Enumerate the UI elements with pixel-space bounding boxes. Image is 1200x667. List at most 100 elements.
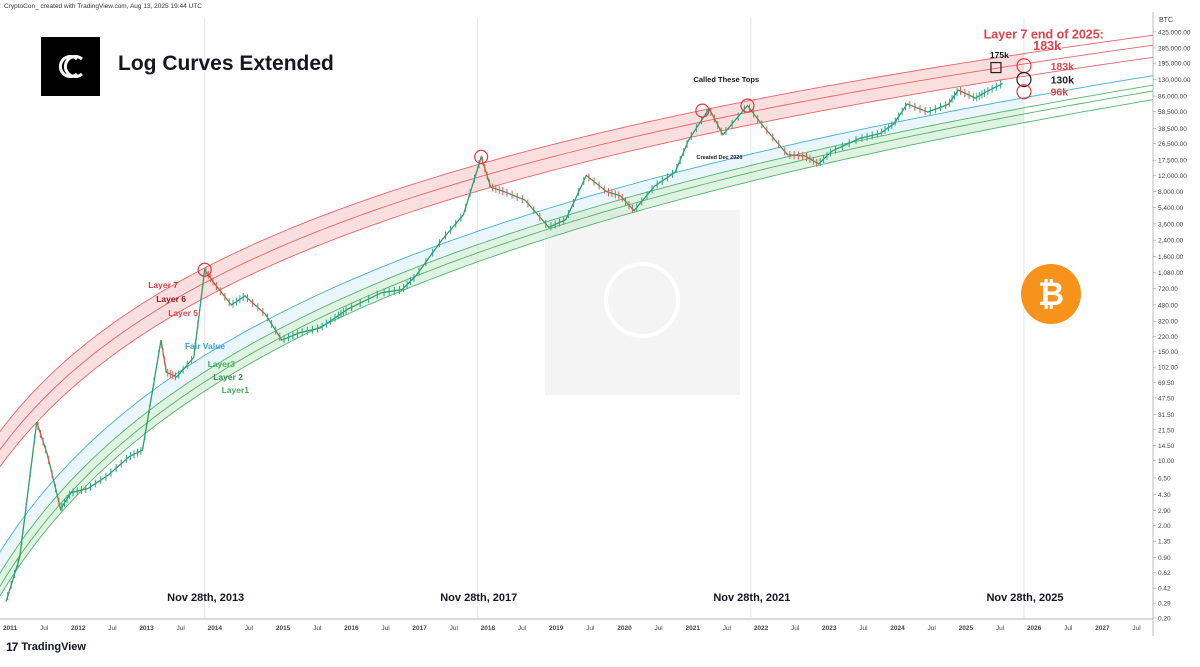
time-tick-label: Jul — [1064, 625, 1073, 632]
price-tick-label: 1,080.00 — [1158, 270, 1184, 277]
layer-curve — [0, 44, 1154, 451]
chart-title: Log Curves Extended — [118, 52, 334, 75]
time-tick-label: Jul — [518, 625, 527, 632]
time-tick-label: 2013 — [139, 625, 154, 632]
time-tick-label: 2018 — [481, 625, 496, 632]
price-tick-label: 425,000.00 — [1158, 29, 1191, 36]
cryptocon-logo-icon — [58, 55, 83, 78]
btc-price-series — [5, 82, 1004, 602]
time-tick-label: Jul — [40, 625, 49, 632]
price-tick-label: 0.62 — [1158, 570, 1171, 577]
time-tick-label: 2024 — [890, 625, 905, 632]
price-tick-label: 2.00 — [1158, 523, 1171, 530]
time-tick-label: Jul — [313, 625, 322, 632]
price-tick-label: 1,600.00 — [1158, 254, 1184, 261]
time-tick-label: 2025 — [959, 625, 974, 632]
price-tick-label: 720.00 — [1158, 286, 1178, 293]
price-tick-label: 1.35 — [1158, 539, 1171, 546]
time-tick-label: Jul — [245, 625, 254, 632]
price-tick-label: 86,000.00 — [1158, 94, 1187, 101]
price-tick-label: 285,000.00 — [1158, 45, 1191, 52]
tradingview-footer[interactable]: 17 TradingView — [6, 640, 86, 654]
chart-annotation: 183k — [1033, 39, 1061, 53]
price-tick-label: 480.00 — [1158, 302, 1178, 309]
layer-curve — [0, 56, 1154, 468]
time-tick-label: 2019 — [549, 625, 564, 632]
price-tick-label: 0.20 — [1158, 616, 1171, 623]
price-tick-label: 10.00 — [1158, 458, 1175, 465]
price-tick-label: 102.00 — [1158, 365, 1178, 372]
price-tick-label: 2.90 — [1158, 508, 1171, 515]
time-tick-label: Jul — [928, 625, 937, 632]
watermark-logo-icon — [604, 262, 680, 338]
chart-annotation: Called These Tops — [693, 75, 759, 84]
target-circle-marker — [1016, 71, 1032, 88]
price-tick-label: 0.29 — [1158, 601, 1171, 608]
watermark-panel — [545, 210, 740, 395]
layer-curve — [0, 84, 1154, 575]
layer-label: Layer 5 — [168, 308, 198, 318]
layer-curve — [0, 75, 1154, 553]
time-tick-label: Jul — [108, 625, 117, 632]
layer-label: Layer 2 — [213, 372, 243, 382]
price-tick-label: 47.50 — [1158, 395, 1175, 402]
top-circle-marker — [740, 98, 755, 113]
price-tick-label: 2,400.00 — [1158, 238, 1184, 245]
target-circle-marker — [1016, 84, 1032, 100]
vertical-marker-label: Nov 28th, 2021 — [713, 592, 790, 604]
price-tick-label: 17,500.00 — [1158, 158, 1187, 165]
time-tick-label: 2022 — [754, 625, 769, 632]
time-tick-label: 2011 — [3, 625, 17, 632]
time-tick-label: 2021 — [686, 625, 701, 632]
layer-label: Layer 7 — [148, 280, 178, 290]
price-tick-label: 12,000.00 — [1158, 173, 1187, 180]
vertical-marker-label: Nov 28th, 2013 — [167, 592, 244, 604]
time-tick-label: Jul — [586, 625, 595, 632]
price-axis-unit: BTC — [1159, 17, 1173, 24]
chart-annotation: 130k — [1051, 75, 1075, 87]
price-tick-label: 0.42 — [1158, 586, 1171, 593]
tradingview-brand: TradingView — [21, 641, 86, 653]
time-tick-label: Jul — [996, 625, 1005, 632]
top-circle-marker — [197, 262, 212, 277]
current-price-square — [990, 61, 1002, 74]
time-tick-label: Jul — [381, 625, 390, 632]
price-tick-label: 6.50 — [1158, 475, 1171, 482]
bitcoin-icon — [1021, 264, 1081, 324]
time-tick-label: 2027 — [1095, 625, 1110, 632]
chart-annotation: Created Dec 2020 — [697, 155, 743, 161]
time-tick-label: Jul — [723, 625, 732, 632]
layer-label: Layer3 — [208, 359, 236, 369]
price-tick-label: 31.50 — [1158, 412, 1175, 419]
time-tick-label: Jul — [859, 625, 868, 632]
time-tick-label: 2016 — [344, 625, 359, 632]
vertical-marker-label: Nov 28th, 2017 — [440, 592, 517, 604]
time-tick-label: 2017 — [412, 625, 427, 632]
chart-annotation: 183k — [1051, 61, 1075, 73]
attribution-text: CryptoCon_ created with TradingView.com,… — [4, 3, 202, 10]
price-tick-label: 8,000.00 — [1158, 189, 1184, 196]
layer-curve — [0, 99, 1154, 597]
price-tick-label: 14.50 — [1158, 443, 1175, 450]
chart-annotation: 96k — [1051, 87, 1069, 99]
time-tick-label: 2015 — [276, 625, 291, 632]
time-tick-label: Jul — [654, 625, 663, 632]
vertical-marker-label: Nov 28th, 2025 — [986, 592, 1063, 604]
price-tick-label: 38,500.00 — [1158, 126, 1187, 133]
price-tick-label: 69.50 — [1158, 380, 1175, 387]
layer-label: Layer 6 — [156, 294, 186, 304]
time-tick-label: 2020 — [617, 625, 632, 632]
chart-annotation: 175k — [990, 50, 1009, 60]
time-tick-label: 2012 — [71, 625, 86, 632]
price-tick-label: 195,000.00 — [1158, 61, 1191, 68]
chart-annotation: Layer 7 end of 2025: — [984, 27, 1104, 41]
price-tick-label: 320.00 — [1158, 319, 1178, 326]
price-tick-label: 150.00 — [1158, 349, 1178, 356]
price-tick-label: 220.00 — [1158, 334, 1178, 341]
time-tick-label: 2023 — [822, 625, 837, 632]
price-tick-label: 4.30 — [1158, 492, 1171, 499]
time-tick-label: Jul — [791, 625, 800, 632]
price-tick-label: 26,500.00 — [1158, 141, 1187, 148]
